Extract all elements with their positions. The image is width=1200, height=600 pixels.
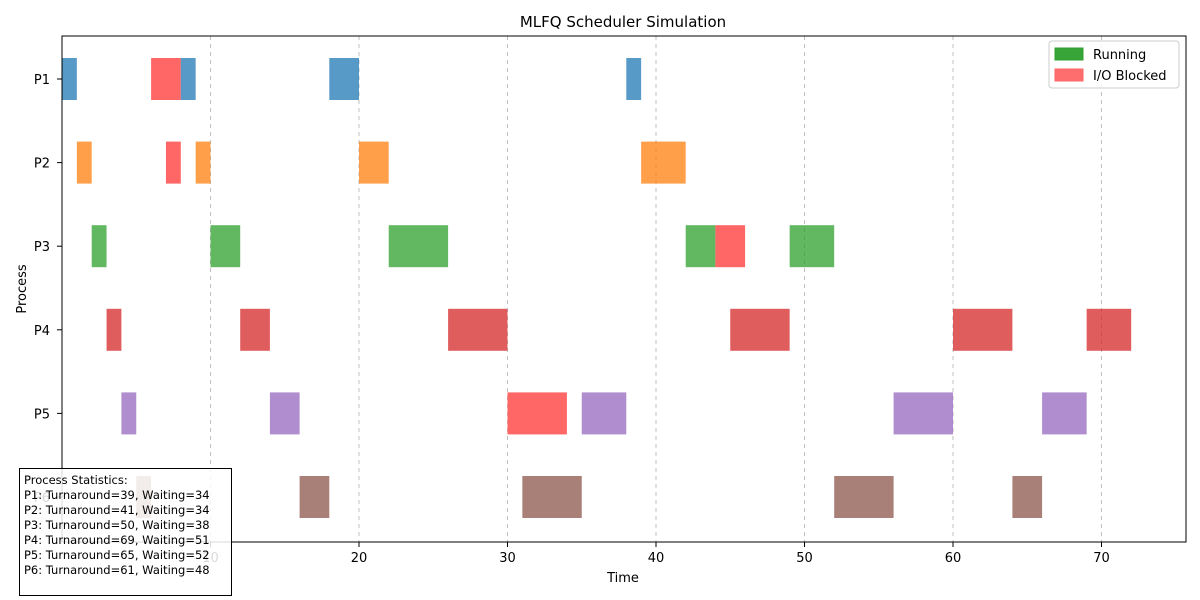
running-bar (269, 392, 300, 435)
legend-swatch (1054, 47, 1084, 61)
x-tick-label: 30 (499, 551, 516, 566)
y-tick-label: P3 (34, 240, 50, 255)
running-bar (62, 58, 77, 100)
x-axis: 10203040506070 (202, 542, 1110, 566)
stats-line: P2: Turnaround=41, Waiting=34 (24, 503, 210, 517)
io-blocked-bar (715, 225, 746, 268)
x-tick-label: 40 (648, 551, 665, 566)
stats-line: P5: Turnaround=65, Waiting=52 (24, 548, 210, 562)
bars-layer (62, 58, 1132, 518)
running-bar (121, 392, 137, 435)
x-axis-label: Time (606, 571, 639, 586)
running-bar (581, 392, 627, 435)
stats-line: P1: Turnaround=39, Waiting=34 (24, 488, 210, 502)
running-bar (953, 308, 1013, 351)
stats-title: Process Statistics: (24, 473, 128, 487)
x-tick-label: 50 (796, 551, 813, 566)
running-bar (299, 476, 330, 518)
legend-label: Running (1093, 48, 1146, 63)
running-bar (329, 58, 359, 100)
io-blocked-bar (151, 58, 181, 100)
running-bar (626, 58, 642, 100)
x-tick-label: 60 (945, 551, 962, 566)
running-bar (685, 225, 716, 268)
grid-lines (210, 36, 1102, 542)
running-bar (448, 308, 508, 351)
y-tick-label: P1 (34, 73, 50, 88)
y-tick-label: P4 (34, 324, 50, 339)
stats-line: P4: Turnaround=69, Waiting=51 (24, 533, 210, 547)
y-tick-label: P5 (34, 407, 50, 422)
running-bar (106, 308, 122, 351)
legend: Running I/O Blocked (1048, 40, 1180, 89)
running-bar (1042, 392, 1087, 435)
stats-line: P3: Turnaround=50, Waiting=38 (24, 518, 210, 532)
running-bar (834, 476, 894, 518)
x-tick-label: 70 (1093, 551, 1110, 566)
running-bar (359, 141, 389, 184)
running-bar (641, 141, 686, 184)
running-bar (91, 225, 107, 268)
x-tick-label: 20 (351, 551, 368, 566)
y-axis-label: Process (15, 264, 30, 314)
running-bar (388, 225, 449, 268)
running-bar (522, 476, 582, 518)
running-bar (195, 141, 211, 184)
running-bar (180, 58, 196, 100)
running-bar (76, 141, 92, 184)
legend-label: I/O Blocked (1093, 69, 1167, 84)
io-blocked-bar (507, 392, 567, 435)
stats-line: P6: Turnaround=61, Waiting=48 (24, 563, 210, 577)
running-bar (789, 225, 835, 268)
io-blocked-bar (165, 141, 181, 184)
running-bar (210, 225, 241, 268)
running-bar (893, 392, 953, 435)
process-statistics-box: Process Statistics: P1: Turnaround=39, W… (19, 468, 232, 596)
running-bar (730, 308, 790, 351)
y-tick-label: P2 (34, 157, 50, 172)
chart-title: MLFQ Scheduler Simulation (520, 13, 726, 31)
running-bar (1012, 476, 1043, 518)
running-bar (1086, 308, 1132, 351)
plot-frame (61, 35, 1187, 543)
y-axis: P1P2P3P4P5P6 (34, 73, 62, 506)
legend-swatch (1054, 68, 1084, 82)
running-bar (240, 308, 270, 351)
